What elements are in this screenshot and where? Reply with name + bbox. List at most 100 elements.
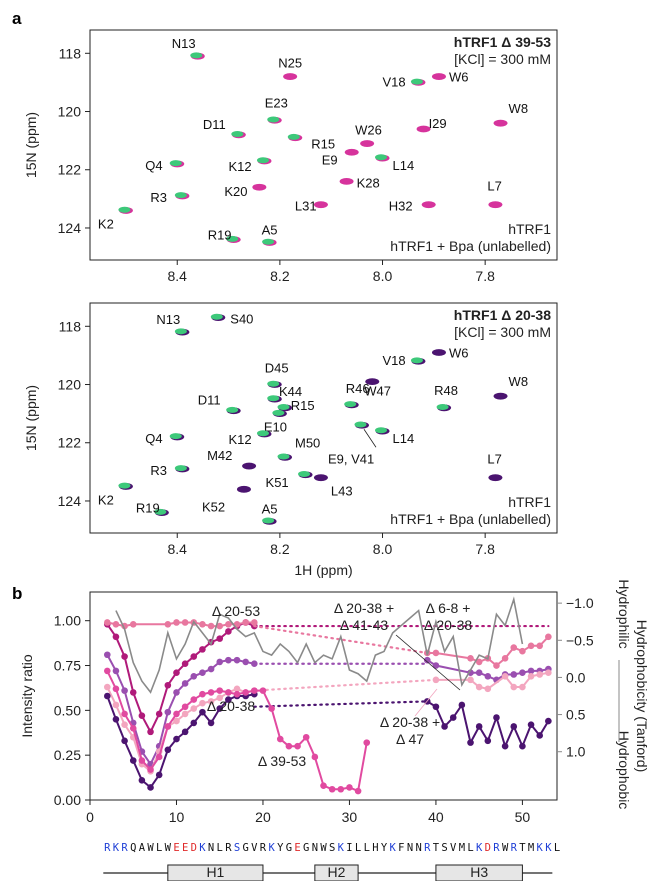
x-tick-label: 50 — [515, 809, 531, 825]
residue-40: T — [433, 842, 440, 854]
peak-e9: E9 — [322, 148, 359, 167]
peak-label: R15 — [311, 137, 335, 152]
peak-mark-bpa — [169, 160, 182, 167]
peak-mark-bpa — [226, 406, 239, 413]
peak-mark-bpa — [174, 328, 187, 335]
residue-47: R — [493, 842, 500, 854]
residue-18: G — [243, 842, 249, 854]
series-label: Δ 20-38 + — [380, 714, 440, 730]
peak-label: R46 — [346, 381, 370, 396]
peak-h32: H32 — [389, 199, 436, 214]
salt-condition: [KCl] = 300 mM — [454, 51, 551, 67]
series-line — [115, 596, 524, 694]
residue-31: L — [355, 842, 361, 854]
residue-43: M — [459, 842, 465, 854]
residue-41: S — [441, 842, 447, 854]
x-tick-label: 8.0 — [373, 268, 393, 284]
spectrum-title: hTRF1 Δ 20-38 — [454, 307, 551, 323]
residue-53: K — [545, 842, 552, 854]
residue-6: A — [139, 842, 146, 854]
x-tick-label: 8.2 — [270, 268, 290, 284]
peak-w6: W6 — [431, 345, 468, 360]
legend-entry-bpa: hTRF1 + Bpa (unlabelled) — [390, 238, 551, 254]
peak-label: N13 — [172, 36, 196, 51]
residue-54: L — [554, 842, 560, 854]
secondary-structure: H1 H2 H3 — [103, 864, 553, 881]
peak-mark-bpa — [344, 401, 357, 408]
data-point — [225, 620, 232, 628]
data-point — [536, 642, 544, 650]
peak-v18: V18 — [382, 74, 426, 89]
data-point — [294, 742, 301, 750]
peak-k2: K2 — [98, 206, 133, 232]
data-point — [216, 705, 224, 712]
data-point — [181, 680, 189, 687]
peak-label: Q4 — [145, 158, 162, 173]
data-point — [320, 782, 327, 789]
peak-label: M50 — [295, 435, 320, 450]
peak-label: K2 — [98, 492, 114, 507]
legend-entry-htrf1: hTRF1 — [508, 221, 551, 237]
peak-s40: S40 — [210, 312, 253, 327]
data-point — [173, 689, 180, 696]
data-point — [190, 705, 198, 712]
series-label: Δ 20-38 + — [334, 600, 394, 616]
data-point — [285, 742, 293, 750]
data-point — [121, 737, 128, 745]
data-point — [173, 735, 180, 743]
residue-24: E — [294, 842, 300, 854]
y-tick-label: 122 — [58, 435, 82, 451]
data-point — [545, 669, 552, 676]
peak-mark-bpa — [262, 517, 275, 524]
peak-r15: R15 — [287, 133, 335, 152]
x-tick-label: 7.8 — [475, 268, 495, 284]
peak-mark-bpa — [174, 192, 187, 199]
residue-44: L — [467, 842, 473, 854]
y-tick-label: 0.00 — [54, 792, 81, 808]
residue-52: K — [537, 842, 544, 854]
residue-15: L — [217, 842, 223, 854]
y-tick-label: 120 — [58, 104, 82, 120]
y-tick-label: 124 — [58, 493, 82, 509]
peak-label: D11 — [203, 117, 226, 132]
peak-m42: M42 — [207, 448, 257, 470]
data-point — [207, 622, 215, 630]
peak-label: I29 — [429, 116, 447, 131]
y2-tick-label: 0.0 — [566, 669, 586, 685]
data-point — [112, 667, 120, 675]
data-point — [147, 728, 154, 736]
data-point — [527, 672, 535, 680]
data-point — [181, 710, 189, 718]
y2-axis-label: Hydrophobicity (Tanford) — [634, 620, 650, 773]
residue-4: R — [121, 842, 128, 854]
residue-48: W — [502, 842, 509, 854]
y-tick-label: 0.75 — [54, 658, 81, 674]
data-point — [199, 669, 206, 676]
residue-9: W — [165, 842, 172, 854]
data-point — [199, 646, 206, 653]
data-point — [155, 710, 163, 718]
residue-33: H — [372, 842, 378, 854]
residue-42: V — [450, 842, 457, 854]
peak-label: K51 — [266, 475, 289, 490]
residue-46: D — [485, 842, 491, 854]
peak-e9-v41: E9, V41 — [328, 421, 377, 466]
residue-38: N — [415, 842, 421, 854]
helix-box — [167, 864, 264, 881]
data-point — [173, 669, 180, 676]
series-label: Δ 6-8 + — [426, 600, 471, 616]
peak-mark-bpa — [226, 235, 239, 242]
data-point — [164, 746, 172, 754]
data-point — [536, 671, 544, 678]
peak-label: S40 — [230, 312, 253, 327]
data-point — [216, 622, 224, 630]
peak-label: N13 — [156, 312, 180, 327]
peak-w6: W6 — [431, 70, 468, 85]
residue-37: N — [407, 842, 413, 854]
label-leader-line — [414, 688, 438, 717]
peak-w26: W26 — [355, 123, 382, 147]
data-point — [164, 681, 172, 689]
peak-mark-htrf1 — [365, 378, 380, 386]
helix-label: H3 — [470, 864, 488, 880]
data-point — [242, 689, 249, 696]
